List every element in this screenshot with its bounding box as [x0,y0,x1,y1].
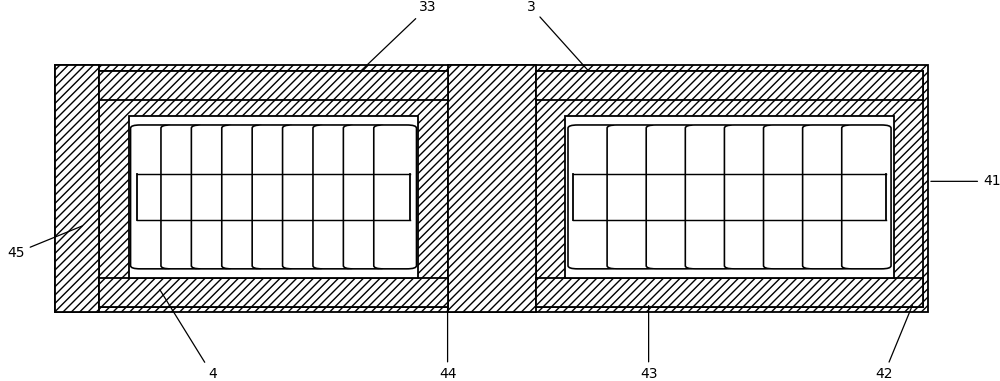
FancyBboxPatch shape [607,125,656,269]
Bar [129,116,418,278]
FancyBboxPatch shape [685,125,735,269]
Text: 41: 41 [931,174,1000,188]
Bar [536,71,923,307]
FancyBboxPatch shape [222,125,264,269]
FancyBboxPatch shape [568,125,617,269]
FancyBboxPatch shape [283,125,325,269]
Text: 4: 4 [160,290,217,381]
Text: 45: 45 [7,226,82,260]
Bar [55,64,928,312]
Bar [536,71,923,100]
FancyBboxPatch shape [842,125,891,269]
FancyBboxPatch shape [313,125,356,269]
Bar [99,278,448,307]
Text: 33: 33 [361,0,437,70]
Bar [565,116,894,278]
Text: 3: 3 [527,0,588,70]
Text: 42: 42 [875,305,912,381]
FancyBboxPatch shape [803,125,852,269]
Bar [99,71,448,307]
FancyBboxPatch shape [646,125,696,269]
Bar [55,64,99,312]
FancyBboxPatch shape [724,125,774,269]
Bar [99,71,448,100]
FancyBboxPatch shape [764,125,813,269]
FancyBboxPatch shape [161,125,204,269]
FancyBboxPatch shape [191,125,234,269]
FancyBboxPatch shape [374,125,416,269]
FancyBboxPatch shape [252,125,295,269]
FancyBboxPatch shape [131,125,173,269]
Text: 43: 43 [640,306,657,381]
Bar [448,64,536,312]
FancyBboxPatch shape [343,125,386,269]
Bar [536,278,923,307]
Text: 44: 44 [439,306,456,381]
